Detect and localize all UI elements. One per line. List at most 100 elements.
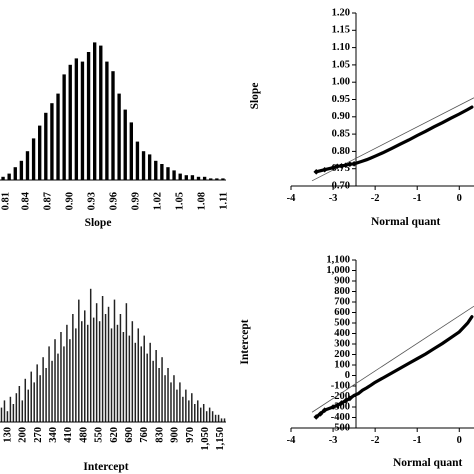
x-axis-label: Intercept	[83, 461, 128, 473]
x-tick-label: -2	[371, 435, 380, 446]
histogram-bar	[111, 71, 115, 180]
histogram-bar	[38, 125, 42, 180]
histogram-bar	[179, 382, 181, 422]
histogram-bar	[30, 371, 32, 422]
x-tick-label: 690	[124, 427, 135, 443]
histogram-bar	[80, 61, 85, 180]
histogram-bar	[68, 64, 72, 180]
data-point	[321, 407, 328, 413]
reference-line	[311, 305, 474, 413]
histogram-bar	[134, 342, 137, 422]
intercept-histogram: 130 200 270 340 410 480 550 620 690 760 830 900 970 1…	[0, 288, 226, 473]
x-axis-label: Normal quant	[371, 216, 440, 228]
histogram-bar	[191, 393, 193, 422]
histogram-bar	[25, 151, 30, 180]
data-point	[338, 400, 345, 406]
x-tick-label: 0.81	[0, 192, 11, 210]
histogram-bar	[199, 407, 202, 422]
histogram-bar	[141, 151, 146, 180]
histogram-bar	[84, 310, 86, 422]
y-tick-label: 500	[334, 317, 350, 328]
histogram-bar	[113, 299, 116, 422]
y-tick-label: -300	[331, 401, 350, 412]
histogram-bar	[72, 314, 74, 422]
x-tick-label: 1.05	[174, 192, 185, 210]
histogram-bar	[15, 393, 18, 422]
y-axis-label: Slope	[249, 83, 261, 110]
x-tick-label: -1	[413, 193, 422, 204]
histogram-bar	[172, 170, 176, 180]
histogram-bar	[119, 314, 122, 422]
y-axis-label: Intercept	[239, 319, 251, 364]
data-point	[338, 163, 345, 169]
histogram-bar	[209, 178, 213, 180]
histogram-bar	[116, 324, 119, 422]
histogram-bar	[202, 404, 205, 422]
histogram-bar	[27, 389, 29, 422]
histogram-bar	[214, 414, 217, 422]
histogram-bar	[166, 167, 170, 180]
x-tick-label: 1.08	[196, 192, 207, 210]
y-tick-label: 1.00	[332, 77, 350, 88]
y-tick-label: 0.75	[332, 163, 350, 174]
histogram-bar	[92, 317, 95, 422]
histogram-bar	[56, 93, 60, 180]
histogram-bar	[146, 353, 148, 422]
y-tick-label: 0.85	[332, 129, 350, 140]
x-tick-label: 760	[139, 427, 150, 443]
histogram-bar	[98, 321, 101, 422]
slope-qq-plot: 0.700.750.800.850.900.951.001.051.101.15…	[249, 7, 474, 228]
histogram-bar	[107, 306, 110, 422]
histogram-bar	[161, 357, 163, 422]
data-point	[313, 414, 320, 420]
histogram-bar	[62, 74, 66, 180]
y-tick-label: 0.80	[332, 146, 350, 157]
histogram-bar	[50, 103, 54, 180]
histogram-bar	[33, 382, 35, 422]
x-tick-label: 0.93	[86, 192, 97, 210]
y-tick-label: 0.90	[332, 111, 350, 122]
histogram-bar	[197, 400, 199, 422]
histogram-bar	[205, 411, 208, 422]
x-tick-label: 620	[109, 427, 120, 443]
histogram-bar	[160, 164, 164, 180]
histogram-bar	[69, 339, 71, 422]
histogram-bar	[185, 389, 187, 422]
x-tick-label: -3	[329, 193, 338, 204]
x-tick-label: 1,050	[200, 427, 211, 451]
y-tick-label: -200	[331, 391, 350, 402]
histogram-bar	[104, 314, 107, 422]
histogram-bar	[147, 154, 152, 180]
y-tick-label: 300	[334, 338, 350, 349]
histogram-bar	[143, 335, 145, 422]
data-point	[317, 411, 324, 417]
histogram-bar	[178, 173, 182, 180]
histogram-bar	[194, 404, 196, 422]
histogram-bar	[140, 346, 142, 422]
x-tick-label: 0.84	[20, 191, 31, 210]
data-point	[347, 395, 353, 402]
histogram-bar	[93, 42, 97, 181]
y-tick-label: 1.15	[332, 25, 350, 36]
y-tick-label: 1.10	[332, 42, 350, 53]
y-tick-label: 100	[334, 359, 350, 370]
x-tick-label: 0	[457, 193, 462, 204]
histogram-bar	[167, 368, 169, 422]
histogram-bar	[188, 400, 190, 422]
histogram-bar	[13, 167, 17, 180]
histogram-bar	[220, 418, 223, 422]
y-tick-label: 200	[334, 349, 350, 360]
x-tick-label: 340	[48, 427, 59, 443]
x-tick-label: -1	[413, 435, 422, 446]
y-tick-label: 1.20	[332, 7, 350, 18]
histogram-bar	[149, 342, 151, 422]
histogram-bar	[217, 414, 220, 422]
histogram-bar	[190, 175, 195, 180]
x-tick-label: 1.02	[152, 192, 163, 210]
histogram-bar	[131, 321, 134, 422]
x-tick-label: 1,150	[215, 427, 226, 451]
histogram-bar	[155, 350, 157, 422]
x-tick-label: 200	[18, 427, 29, 443]
histogram-bar	[110, 328, 113, 422]
